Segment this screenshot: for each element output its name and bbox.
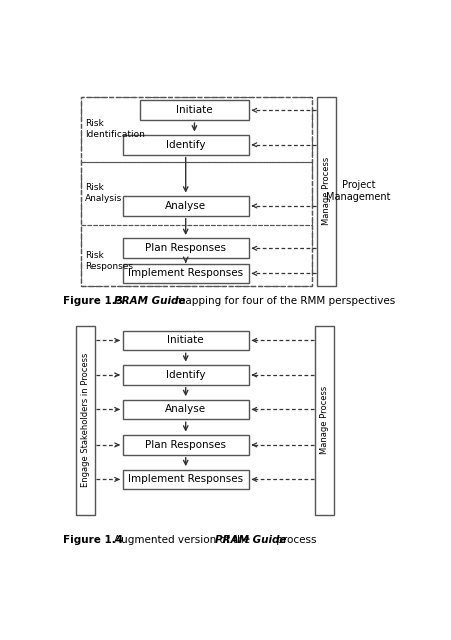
Bar [123,399,249,419]
Bar [81,225,312,286]
Text: Identify: Identify [166,140,206,150]
Text: Manage Process: Manage Process [320,386,329,454]
Bar [81,161,312,225]
Text: Risk
Analysis: Risk Analysis [85,184,123,203]
Bar [123,331,249,350]
Text: Project
Management: Project Management [327,180,391,202]
Text: Engage Stakeholders in Process: Engage Stakeholders in Process [81,353,90,488]
Text: Analyse: Analyse [165,404,206,415]
Bar [123,135,249,155]
Text: Initiate: Initiate [167,335,204,346]
Text: Risk
Identification: Risk Identification [85,119,145,139]
Text: Plan Responses: Plan Responses [145,440,226,450]
Bar [123,264,249,284]
Text: Analyse: Analyse [165,201,206,211]
Text: mapping for four of the RMM perspectives: mapping for four of the RMM perspectives [172,296,395,306]
Text: Implement Responses: Implement Responses [128,268,243,278]
Text: Initiate: Initiate [176,106,213,115]
Text: Identify: Identify [166,370,206,380]
Text: PRAM Guide: PRAM Guide [216,535,287,545]
Bar [76,326,95,515]
Bar [317,97,336,286]
Bar [81,97,312,161]
Text: process: process [273,535,317,545]
Text: Risk
Responses: Risk Responses [85,252,133,271]
Bar [81,97,312,286]
Text: PRAM Guide: PRAM Guide [114,296,185,306]
Text: Figure 1.3: Figure 1.3 [63,296,124,306]
Text: Manage Process: Manage Process [322,157,331,225]
Bar [123,435,249,455]
Bar [123,365,249,385]
Text: Implement Responses: Implement Responses [128,474,243,484]
Text: Augmented version of the: Augmented version of the [114,535,253,545]
Bar [123,196,249,216]
Bar [123,239,249,258]
Bar [140,100,249,120]
Text: Plan Responses: Plan Responses [145,243,226,253]
Text: Figure 1.4: Figure 1.4 [63,535,124,545]
Bar [315,326,334,515]
Bar [123,470,249,489]
